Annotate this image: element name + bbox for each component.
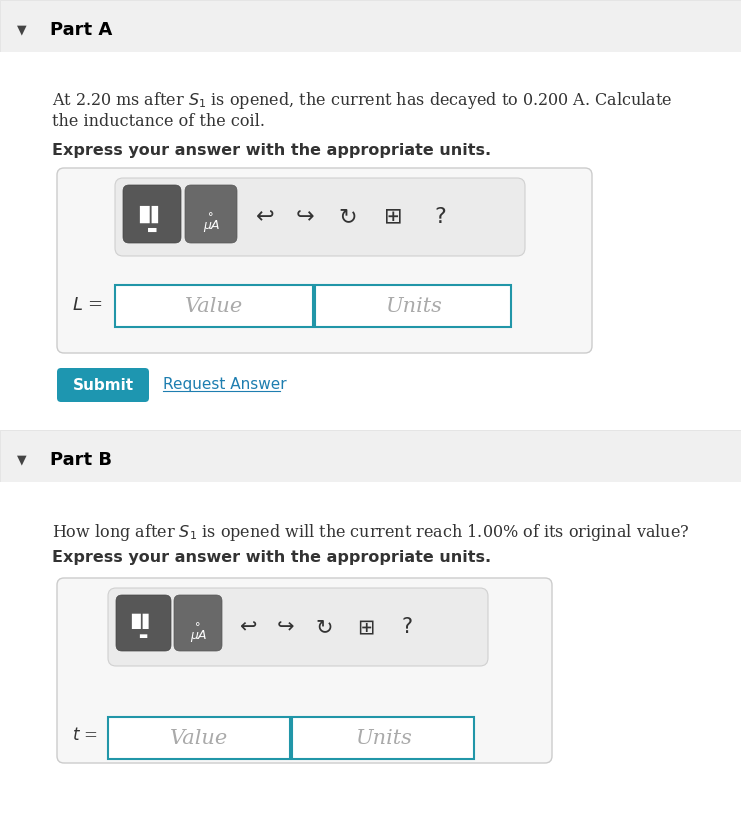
Text: Part B: Part B xyxy=(50,451,112,469)
Text: ↻: ↻ xyxy=(339,207,357,227)
Text: Value: Value xyxy=(185,297,243,316)
Text: °: ° xyxy=(208,212,213,222)
FancyBboxPatch shape xyxy=(57,578,552,763)
Text: Units: Units xyxy=(354,729,411,748)
Text: °: ° xyxy=(195,622,201,632)
Bar xyxy=(108,717,290,759)
Text: $t$ =: $t$ = xyxy=(72,727,98,743)
FancyBboxPatch shape xyxy=(108,588,488,666)
Bar xyxy=(315,285,511,327)
FancyBboxPatch shape xyxy=(57,368,149,402)
Text: ⊞: ⊞ xyxy=(357,617,375,637)
Text: ▬: ▬ xyxy=(139,631,147,641)
Text: μA: μA xyxy=(190,629,206,642)
FancyBboxPatch shape xyxy=(174,595,222,651)
FancyBboxPatch shape xyxy=(185,185,237,243)
Text: Submit: Submit xyxy=(73,377,133,392)
Text: ?: ? xyxy=(402,617,413,637)
Text: ↩: ↩ xyxy=(239,617,256,637)
Text: the inductance of the coil.: the inductance of the coil. xyxy=(52,113,265,130)
Text: At 2.20 ms after $S_1$ is opened, the current has decayed to 0.200 A. Calculate: At 2.20 ms after $S_1$ is opened, the cu… xyxy=(52,90,672,111)
Text: μA: μA xyxy=(203,220,219,232)
Text: ▼: ▼ xyxy=(17,23,27,36)
Text: ↪: ↪ xyxy=(296,207,314,227)
Text: ↪: ↪ xyxy=(276,617,293,637)
Bar xyxy=(0,482,741,826)
Text: Part A: Part A xyxy=(50,21,112,39)
Text: $L$ =: $L$ = xyxy=(72,296,103,314)
Text: ▊▌: ▊▌ xyxy=(131,614,155,629)
Text: Express your answer with the appropriate units.: Express your answer with the appropriate… xyxy=(52,550,491,565)
Bar xyxy=(115,285,313,327)
Bar xyxy=(0,52,741,430)
Text: ↩: ↩ xyxy=(256,207,274,227)
Text: ▼: ▼ xyxy=(17,453,27,467)
Text: ?: ? xyxy=(434,207,446,227)
Text: How long after $S_1$ is opened will the current reach 1.00% of its original valu: How long after $S_1$ is opened will the … xyxy=(52,522,689,543)
FancyBboxPatch shape xyxy=(123,185,181,243)
Text: Express your answer with the appropriate units.: Express your answer with the appropriate… xyxy=(52,143,491,158)
Text: ⊞: ⊞ xyxy=(384,207,402,227)
Text: Units: Units xyxy=(385,297,442,316)
Text: Request Answer: Request Answer xyxy=(163,377,287,392)
Text: ▊▌: ▊▌ xyxy=(139,205,165,223)
FancyBboxPatch shape xyxy=(115,178,525,256)
FancyBboxPatch shape xyxy=(57,168,592,353)
Bar xyxy=(0,430,741,482)
Bar xyxy=(292,717,474,759)
Bar xyxy=(0,0,741,52)
Text: Value: Value xyxy=(170,729,228,748)
Text: ↻: ↻ xyxy=(315,617,333,637)
Text: ▬: ▬ xyxy=(147,225,157,235)
FancyBboxPatch shape xyxy=(116,595,171,651)
